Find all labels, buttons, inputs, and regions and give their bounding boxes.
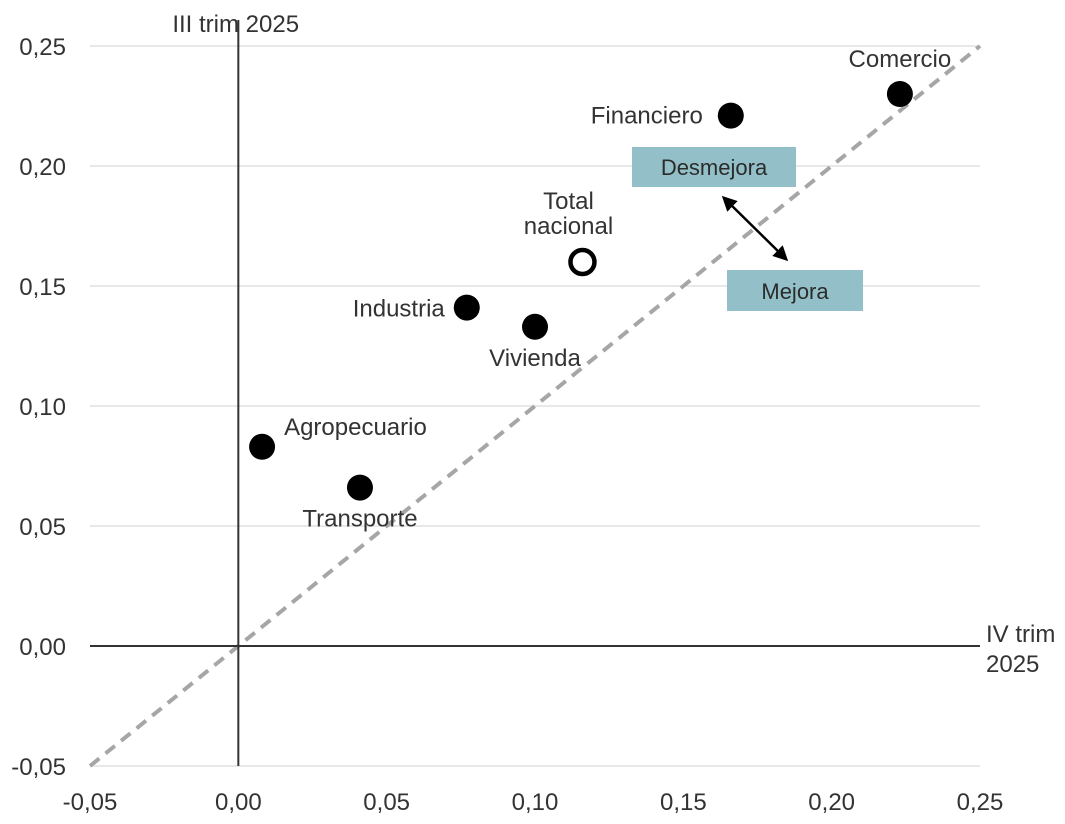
point-label: nacional <box>524 213 613 240</box>
y-tick-label: 0,25 <box>19 34 66 61</box>
mejora-box <box>727 270 863 311</box>
point-comercio <box>886 81 913 107</box>
x-axis-title: 2025 <box>986 651 1039 678</box>
y-tick-label: 0,10 <box>19 394 66 421</box>
data-points <box>249 81 913 501</box>
point-label: Transporte <box>302 506 417 533</box>
point-label: Financiero <box>591 103 703 130</box>
x-tick-label: 0,15 <box>660 789 707 816</box>
y-tick-label: 0,00 <box>19 634 66 661</box>
x-axis-title: IV trim <box>986 621 1055 648</box>
point-label: Total <box>543 188 594 215</box>
point-total-nacional <box>568 247 597 277</box>
x-tick-label: 0,00 <box>215 789 262 816</box>
point-label: Agropecuario <box>284 414 427 441</box>
point-label: Industria <box>353 296 446 323</box>
double-arrow <box>721 195 789 262</box>
point-transporte <box>346 474 373 501</box>
x-tick-label: 0,20 <box>808 789 855 816</box>
point-agropecuario <box>249 433 276 460</box>
x-tick-label: 0,25 <box>957 789 1004 816</box>
point-vivienda <box>522 313 548 340</box>
y-tick-label: -0,05 <box>11 754 66 781</box>
tick-labels: -0,05 0,00 0,05 0,10 0,15 0,20 0,25 -0,05 0,00 0,… <box>11 11 1055 816</box>
x-tick-label: 0,05 <box>363 789 410 816</box>
x-tick-label: -0,05 <box>63 789 118 816</box>
y-axis-title: III trim 2025 <box>172 11 299 38</box>
desmejora-box <box>632 147 796 187</box>
y-tick-label: 0,05 <box>19 514 66 541</box>
mejora-label: Mejora <box>761 279 829 304</box>
y-tick-label: 0,15 <box>19 274 66 301</box>
point-industria <box>453 294 480 321</box>
point-financiero <box>717 102 744 129</box>
y-tick-label: 0,20 <box>19 154 66 181</box>
x-tick-label: 0,10 <box>512 789 559 816</box>
annotations: Desmejora Mejora <box>632 147 863 311</box>
point-label: Vivienda <box>489 345 581 372</box>
point-label: Comercio <box>849 46 952 73</box>
desmejora-label: Desmejora <box>661 155 768 180</box>
axes <box>90 20 980 766</box>
